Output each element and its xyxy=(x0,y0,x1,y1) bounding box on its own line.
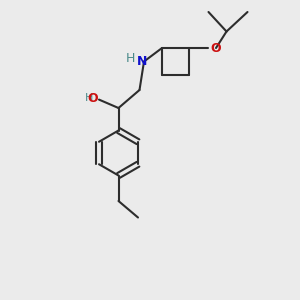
Text: O: O xyxy=(210,41,220,55)
Text: N: N xyxy=(137,55,148,68)
Text: H: H xyxy=(126,52,135,65)
Text: H: H xyxy=(85,93,93,103)
Text: O: O xyxy=(87,92,98,105)
